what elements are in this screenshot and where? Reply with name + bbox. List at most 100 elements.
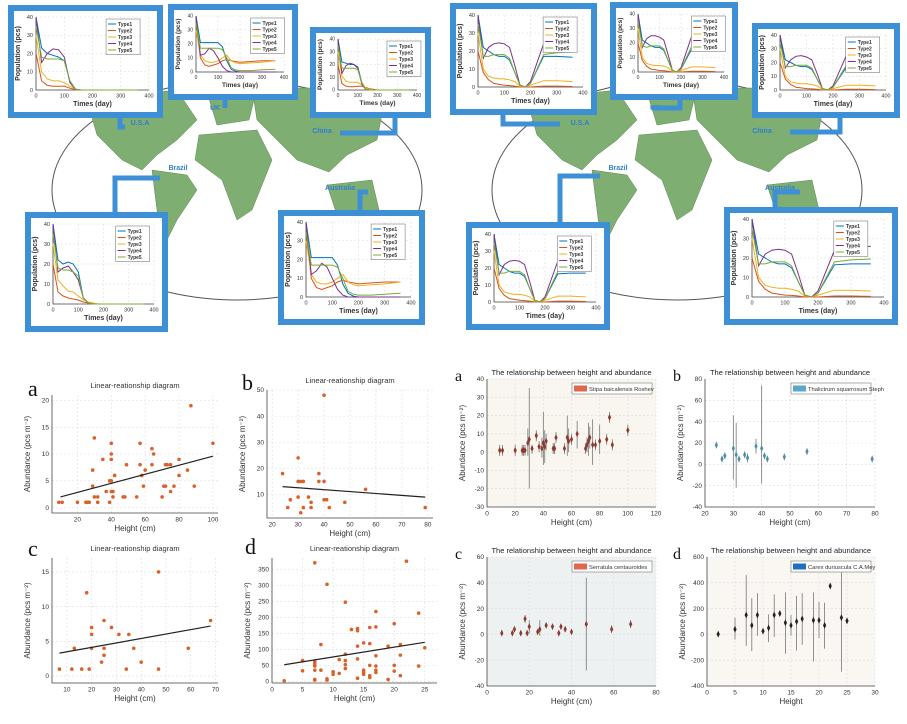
x-tick-label: 60 <box>568 511 576 518</box>
data-point <box>317 471 321 476</box>
legend-label: Type3 <box>703 32 717 38</box>
x-tick-label: 80 <box>596 511 604 518</box>
data-point <box>343 500 347 505</box>
data-point <box>301 479 306 484</box>
x-axis-label: Height (cm) <box>334 694 376 703</box>
y-tick-label: 15 <box>42 569 50 576</box>
data-point <box>101 457 105 462</box>
map-label-brazil: Brazil <box>608 165 627 172</box>
errorbar-chart-a: a The relationship between height and abu… <box>455 368 662 527</box>
y-tick-label: 5 <box>45 478 49 485</box>
data-point <box>392 663 397 668</box>
y-tick-label: 10 <box>629 55 635 61</box>
series-line-type2 <box>751 257 871 298</box>
data-marker <box>839 614 843 622</box>
series-line-type5 <box>195 22 276 72</box>
legend-box <box>571 560 653 573</box>
data-point <box>112 473 117 478</box>
x-axis-label: Times (day) <box>526 313 565 320</box>
y-tick-label: 30 <box>477 394 485 401</box>
data-point <box>322 393 326 398</box>
y-tick-label: 0 <box>47 302 50 308</box>
y-tick-label: 10 <box>27 70 33 76</box>
y-axis-label: Abundance (pcs m⁻²) <box>458 583 467 660</box>
x-tick-label: 80 <box>652 690 660 697</box>
legend-label: Type5 <box>399 70 413 76</box>
legend-label: Type5 <box>128 255 142 261</box>
x-tick-label: 100 <box>500 91 509 97</box>
panel-letter: d <box>673 546 681 563</box>
y-tick-label: 40 <box>485 232 491 238</box>
data-marker <box>585 441 589 449</box>
data-point <box>89 625 94 630</box>
x-tick-label: 200 <box>236 75 245 81</box>
x-tick-label: 300 <box>855 94 864 100</box>
series-line-type5 <box>637 21 716 73</box>
series-line-type5 <box>305 231 401 296</box>
map-label-uk: UK <box>210 105 220 112</box>
y-tick-label: 0 <box>30 88 33 94</box>
x-axis-label: Times (day) <box>511 98 550 105</box>
data-marker <box>500 629 504 637</box>
data-point <box>111 495 115 499</box>
legend-label: Type1 <box>703 19 717 25</box>
inset-connector <box>357 189 368 210</box>
panel-letter: c <box>455 546 462 563</box>
axis-lines <box>751 219 884 298</box>
data-point <box>324 497 329 502</box>
y-tick-label: 0 <box>700 632 704 639</box>
data-point <box>87 667 91 671</box>
x-tick-label: 70 <box>398 522 406 529</box>
y-tick-label: 30 <box>469 31 475 37</box>
data-point <box>208 618 213 623</box>
data-marker <box>626 426 630 434</box>
data-marker <box>610 441 614 449</box>
legend-label: Type1 <box>383 227 397 233</box>
x-tick-label: 400 <box>578 91 587 97</box>
data-point <box>306 495 311 499</box>
inset-chart-left-usa: 0 100 200 300 400 0 10 20 30 40 Times (day) Populat… <box>8 5 163 118</box>
data-point <box>109 452 114 456</box>
y-tick-label: 10 <box>477 431 485 438</box>
map-label-australia: Australia <box>325 185 355 192</box>
data-point <box>87 500 92 505</box>
data-marker <box>817 616 821 624</box>
x-tick-label: 0 <box>485 690 489 697</box>
data-marker <box>811 616 815 624</box>
legend-swatch <box>793 385 806 392</box>
data-point <box>355 657 360 661</box>
data-marker <box>500 446 505 454</box>
panel-letter: b <box>242 370 253 395</box>
data-marker <box>591 441 595 449</box>
y-tick-label: 0 <box>774 88 777 94</box>
chart-title: Linear-reationship diagram <box>310 544 399 553</box>
legend-swatch <box>574 385 587 392</box>
inset-connector <box>557 173 600 222</box>
y-tick-label: 20 <box>477 606 485 613</box>
y-tick-label: 10 <box>485 283 491 289</box>
data-point <box>296 479 300 484</box>
y-axis-label: Abundance (pcs m⁻²) <box>238 416 247 493</box>
data-point <box>111 489 115 494</box>
axis-lines <box>51 395 218 514</box>
x-tick-label: 400 <box>280 75 289 81</box>
data-point <box>386 677 390 682</box>
data-marker <box>723 452 727 460</box>
y-tick-label: 0 <box>480 449 484 456</box>
x-tick-label: 60 <box>187 687 195 694</box>
y-tick-label: 10 <box>42 604 50 611</box>
legend-label: Type3 <box>555 33 569 39</box>
x-tick-label: 300 <box>124 308 133 314</box>
series-line-type4 <box>305 221 401 298</box>
y-axis-label: Population (pcs) <box>731 231 738 286</box>
y-tick-label: 100 <box>258 647 269 654</box>
x-tick-label: 0 <box>778 94 781 100</box>
data-marker <box>762 452 767 460</box>
y-tick-label: 40 <box>629 12 635 18</box>
data-point <box>337 671 342 676</box>
x-tick-label: 30 <box>113 687 121 694</box>
y-tick-label: 30 <box>743 236 749 242</box>
y-tick-label: 15 <box>42 424 50 431</box>
data-marker <box>527 623 531 631</box>
